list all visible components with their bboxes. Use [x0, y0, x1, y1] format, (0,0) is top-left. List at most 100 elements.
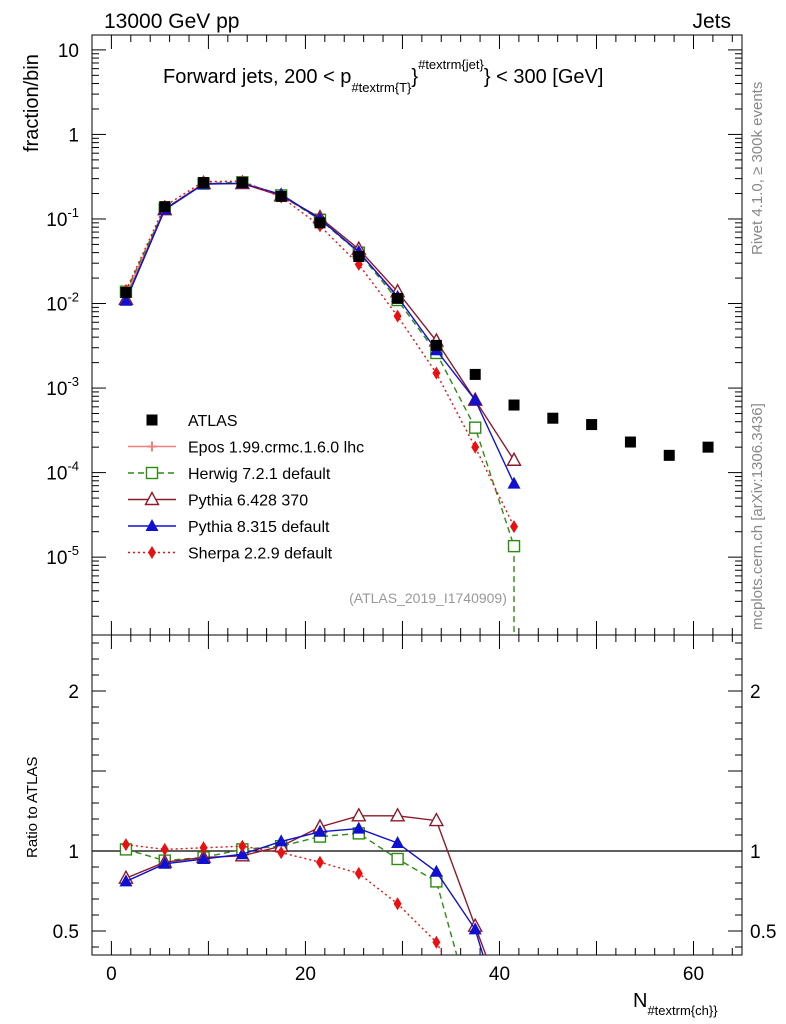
- x-axis-label-sub: #textrm{ch}}: [647, 1003, 718, 1018]
- main-point-sherpa: [393, 309, 402, 323]
- main-point-herwig: [507, 539, 521, 553]
- analysis-id: (ATLAS_2019_I1740909): [349, 590, 507, 606]
- plot-title-sup: #textrm{jet}: [418, 57, 484, 72]
- legend-marker-pythia6: [144, 491, 160, 506]
- main-y-tick-label-exp: -4: [67, 459, 79, 474]
- ratio-point-sherpa: [354, 866, 363, 880]
- main-y-tick-label: 10-1: [46, 205, 79, 231]
- main-point-atlas: [547, 412, 559, 424]
- x-tick-label: 20: [295, 964, 316, 985]
- ratio-y-tick-label-left: 1: [68, 842, 79, 863]
- main-point-atlas: [120, 287, 132, 299]
- ratio-y-tick-label-right: 2: [750, 682, 761, 703]
- ratio-point-sherpa: [315, 855, 324, 869]
- ratio-point-pythia8: [352, 821, 366, 834]
- main-point-pythia8: [468, 393, 482, 406]
- main-point-herwig: [469, 421, 482, 434]
- ratio-point-pythia8: [313, 824, 327, 837]
- ratio-point-pythia8: [429, 864, 443, 877]
- plot-title: Forward jets, 200 < p#textrm{T}}#textrm{…: [163, 57, 603, 95]
- legend: ATLAS Epos 1.99.crmc.1.6.0 lhc Herwig 7.2.…: [128, 413, 364, 563]
- main-point-sherpa: [432, 366, 441, 380]
- main-point-atlas: [236, 177, 248, 189]
- main-point-sherpa: [471, 440, 480, 454]
- main-point-atlas: [702, 441, 714, 453]
- main-point-sherpa: [510, 520, 519, 534]
- main-point-atlas: [159, 201, 171, 213]
- main-point-atlas: [314, 217, 326, 229]
- main-series-herwig: [119, 176, 521, 635]
- x-axis-label-main: N: [633, 990, 647, 1012]
- rivet-label: Rivet 4.1.0, ≥ 300k events: [749, 82, 766, 255]
- legend-marker-herwig: [145, 466, 159, 480]
- ratio-point-sherpa: [277, 846, 286, 860]
- main-y-tick-label-base: 10: [46, 464, 67, 485]
- ratio-y-tick-label-left: 2: [68, 682, 79, 703]
- ratio-series-pythia8: [119, 821, 484, 955]
- ratio-series: [118, 807, 487, 955]
- mcplots-label: mcplots.cern.ch [arXiv:1306.3436]: [749, 403, 766, 630]
- main-point-atlas: [624, 436, 636, 448]
- legend-marker-pythia8: [145, 519, 159, 531]
- x-ticks: 0 20 40 60: [106, 35, 733, 985]
- legend-label-epos: Epos 1.99.crmc.1.6.0 lhc: [188, 440, 364, 457]
- ratio-point-pythia8: [158, 856, 172, 869]
- main-y-tick-label: 10: [58, 41, 79, 62]
- ratio-point-pythia8: [235, 847, 249, 860]
- x-tick-label: 0: [106, 964, 117, 985]
- ratio-y-tick-label-left: 0.5: [53, 922, 79, 943]
- ratio-point-pythia8: [119, 874, 133, 887]
- ratio-series-sherpa: [121, 838, 444, 955]
- main-point-atlas: [275, 190, 287, 202]
- main-y-tick-label-exp: -3: [67, 374, 79, 389]
- main-ylabel: fraction/bin: [21, 54, 43, 152]
- legend-marker-epos: [147, 441, 157, 452]
- ratio-point-pythia8: [197, 852, 211, 864]
- main-y-tick-label: 10-4: [46, 459, 79, 485]
- legend-marker-sherpa: [148, 546, 156, 559]
- ratio-series-herwig: [119, 827, 458, 955]
- ratio-point-sherpa: [160, 842, 169, 856]
- ratio-line-herwig: [125, 832, 458, 955]
- main-y-tick-label: 10-2: [46, 290, 79, 316]
- ratio-point-pythia6: [428, 812, 445, 827]
- main-point-pythia8: [119, 293, 133, 306]
- legend-label-pythia6: Pythia 6.428 370: [188, 493, 308, 510]
- ratio-point-sherpa: [393, 897, 402, 911]
- main-point-atlas: [198, 177, 210, 189]
- main-series: [118, 174, 714, 635]
- header-left: 13000 GeV pp: [104, 10, 239, 33]
- main-y-tick-label-exp: -1: [67, 205, 79, 220]
- main-point-pythia6: [506, 451, 522, 466]
- main-y-tick-label-exp: -2: [67, 290, 79, 305]
- legend-item-pythia8: Pythia 8.315 default: [128, 519, 330, 536]
- main-point-atlas: [469, 368, 481, 380]
- main-y-tick-label-base: 10: [46, 548, 67, 569]
- main-y-tick-label-base: 10: [46, 379, 67, 400]
- ratio-point-sherpa: [238, 839, 247, 853]
- plot-title-brace: }: [411, 66, 418, 88]
- legend-item-epos: Epos 1.99.crmc.1.6.0 lhc: [128, 440, 364, 457]
- legend-marker-atlas: [146, 414, 158, 426]
- main-line-epos: [125, 182, 399, 296]
- ratio-point-sherpa: [199, 841, 208, 855]
- main-point-atlas: [586, 419, 598, 431]
- legend-label-herwig: Herwig 7.2.1 default: [188, 466, 331, 483]
- ratio-point-pythia6: [389, 807, 406, 822]
- x-tick-label: 60: [683, 964, 704, 985]
- main-y-tick-label: 10-3: [46, 374, 79, 400]
- legend-label-sherpa: Sherpa 2.2.9 default: [188, 546, 333, 563]
- main-y-tick-label-base: 10: [46, 295, 67, 316]
- ratio-point-pythia8: [468, 922, 482, 935]
- legend-label-pythia8: Pythia 8.315 default: [188, 519, 330, 536]
- main-series-epos: [120, 178, 403, 301]
- ratio-point-pythia8: [391, 836, 405, 848]
- main-point-pythia8: [507, 476, 521, 489]
- x-axis-label: N#textrm{ch}}: [633, 990, 718, 1018]
- legend-item-atlas: ATLAS: [146, 413, 238, 430]
- legend-item-pythia6: Pythia 6.428 370: [128, 491, 308, 510]
- main-y-tick-label-base: 10: [46, 210, 67, 231]
- ratio-point-pythia8: [274, 834, 288, 847]
